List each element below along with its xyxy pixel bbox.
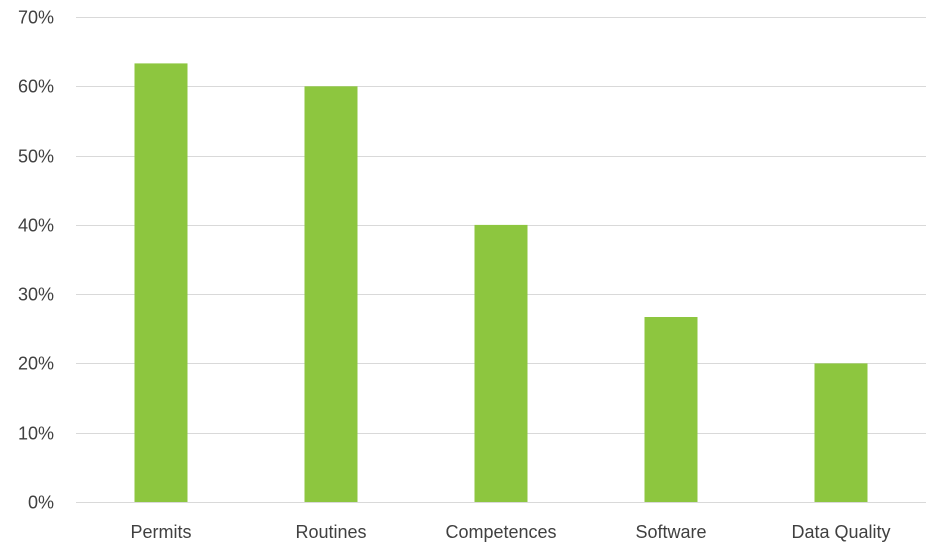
bar-routines xyxy=(304,86,358,503)
bar-permits xyxy=(134,63,188,503)
y-tick-label: 60% xyxy=(18,77,54,97)
bar-software xyxy=(644,317,698,502)
y-tick-label: 20% xyxy=(18,354,54,374)
x-category-label: Data Quality xyxy=(791,522,890,542)
bar-data-quality xyxy=(814,363,868,502)
y-tick-label: 70% xyxy=(18,8,54,28)
y-tick-label: 30% xyxy=(18,285,54,305)
y-axis-tick-labels: 0% 10% 20% 30% 40% 50% 60% 70% xyxy=(18,8,54,513)
bars xyxy=(134,63,868,503)
x-axis-category-labels: Permits Routines Competences Software Data Q… xyxy=(130,522,890,542)
x-category-label: Routines xyxy=(295,522,366,542)
x-category-label: Permits xyxy=(130,522,191,542)
x-category-label: Software xyxy=(635,522,706,542)
x-category-label: Competences xyxy=(445,522,556,542)
y-tick-label: 10% xyxy=(18,424,54,444)
y-tick-label: 0% xyxy=(28,493,54,513)
y-tick-label: 50% xyxy=(18,147,54,167)
y-tick-label: 40% xyxy=(18,216,54,236)
bar-competences xyxy=(474,224,528,502)
